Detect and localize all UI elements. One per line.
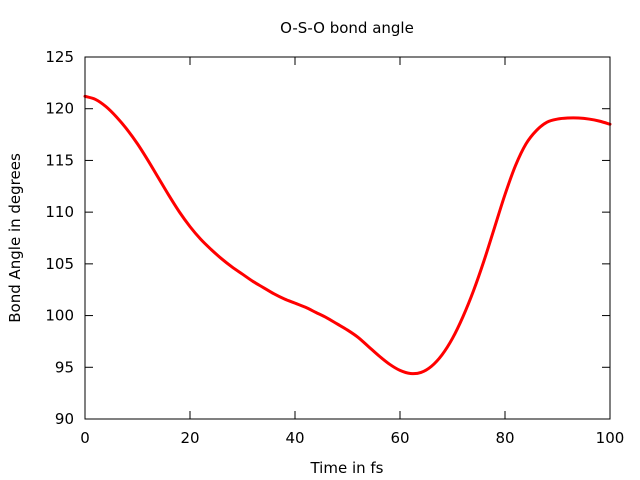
axis-ticks xyxy=(84,56,611,420)
y-tick-label: 125 xyxy=(45,48,74,66)
y-tick-label: 95 xyxy=(55,358,74,376)
series-line xyxy=(83,94,612,376)
tick-labels: 0 20 40 60 80 100 90 95 100 105 110 115 120 125 xyxy=(45,48,624,447)
x-tick-label: 80 xyxy=(495,429,514,447)
y-axis-title: Bond Angle in degrees xyxy=(6,153,24,323)
plot-frame xyxy=(84,56,611,420)
x-tick-label: 0 xyxy=(80,429,90,447)
x-axis-title: Time in fs xyxy=(309,459,383,477)
y-tick-label: 100 xyxy=(45,307,74,325)
y-tick-label: 120 xyxy=(45,100,74,118)
y-tick-label: 105 xyxy=(45,255,74,273)
x-tick-label: 20 xyxy=(180,429,199,447)
y-tick-label: 115 xyxy=(45,151,74,169)
y-tick-label: 110 xyxy=(45,203,74,221)
x-tick-label: 40 xyxy=(285,429,304,447)
x-tick-label: 60 xyxy=(390,429,409,447)
chart-title: O-S-O bond angle xyxy=(280,19,414,37)
y-tick-label: 90 xyxy=(55,410,74,428)
x-tick-label: 100 xyxy=(596,429,625,447)
